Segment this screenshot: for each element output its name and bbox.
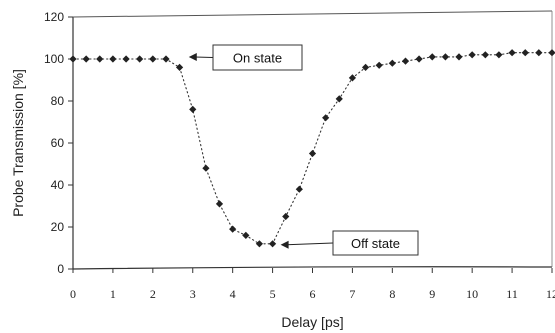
y-tick-label: 40 <box>51 178 65 192</box>
data-point <box>415 55 423 63</box>
series-line <box>72 52 553 245</box>
data-point <box>69 55 77 63</box>
data-point <box>335 95 343 103</box>
data-point <box>295 185 303 193</box>
data-point <box>242 231 250 239</box>
series-layer <box>69 49 555 248</box>
data-point <box>109 55 117 63</box>
data-point <box>548 49 555 57</box>
data-point <box>308 149 317 158</box>
data-point <box>189 105 197 113</box>
data-point <box>495 51 503 59</box>
callout-box <box>212 44 303 71</box>
callout-label: On state <box>233 51 282 66</box>
data-point <box>361 63 370 71</box>
data-point <box>455 53 463 61</box>
data-point <box>521 49 529 57</box>
data-point <box>508 49 516 57</box>
annotations: On state Off state <box>188 44 419 256</box>
callout-arrow-line <box>194 56 214 58</box>
x-tick-label: 3 <box>190 287 196 301</box>
data-point <box>481 51 489 59</box>
axes <box>72 10 553 270</box>
y-tick-label: 120 <box>44 10 64 24</box>
data-point <box>441 53 450 61</box>
x-tick-label: 0 <box>70 287 76 301</box>
data-point <box>322 114 330 122</box>
x-tick-label: 11 <box>506 287 518 301</box>
x-tick-label: 2 <box>150 287 156 301</box>
top-frame-line <box>72 10 553 18</box>
data-point <box>229 225 237 233</box>
data-point <box>162 55 170 63</box>
x-tick-label: 1 <box>110 287 116 301</box>
y-tick-label: 0 <box>57 262 64 276</box>
data-point <box>122 55 130 63</box>
y-axis-title: Probe Transmission [%] <box>10 69 26 217</box>
x-tick-label: 5 <box>270 287 276 301</box>
callout-arrowhead <box>188 53 197 61</box>
data-point <box>202 164 210 172</box>
data-point <box>375 61 383 69</box>
callout-arrowhead <box>280 240 289 249</box>
data-point <box>149 55 157 63</box>
callout-label: Off state <box>351 236 400 251</box>
data-point <box>255 240 264 248</box>
x-tick-label: 12 <box>546 287 555 301</box>
data-point <box>401 57 410 65</box>
x-tick-label: 6 <box>310 287 316 301</box>
x-axis-line <box>72 266 553 270</box>
data-point <box>175 63 184 71</box>
off-state-callout: Off state <box>280 230 419 256</box>
data-point <box>388 59 396 67</box>
callout-arrow-line <box>286 242 334 246</box>
x-tick-label: 10 <box>466 287 478 301</box>
data-point <box>428 53 436 61</box>
data-point <box>96 55 104 63</box>
x-axis-title: Delay [ps] <box>281 314 343 330</box>
y-tick-label: 20 <box>51 220 65 234</box>
x-tick-label: 4 <box>230 287 236 301</box>
data-point <box>535 49 543 57</box>
on-state-callout: On state <box>188 44 303 71</box>
data-point <box>282 212 290 221</box>
y-tick-label: 60 <box>51 136 65 150</box>
data-point <box>268 240 277 248</box>
data-point <box>82 55 90 63</box>
x-tick-label: 7 <box>349 287 355 301</box>
y-tick-label: 80 <box>51 94 65 108</box>
callout-box <box>332 230 419 256</box>
data-point <box>136 55 144 63</box>
y-tick-label: 100 <box>44 52 64 66</box>
x-tick-label: 8 <box>389 287 395 301</box>
data-point <box>468 51 476 59</box>
data-point <box>215 200 224 208</box>
x-tick-label: 9 <box>429 287 435 301</box>
data-point <box>348 74 357 82</box>
